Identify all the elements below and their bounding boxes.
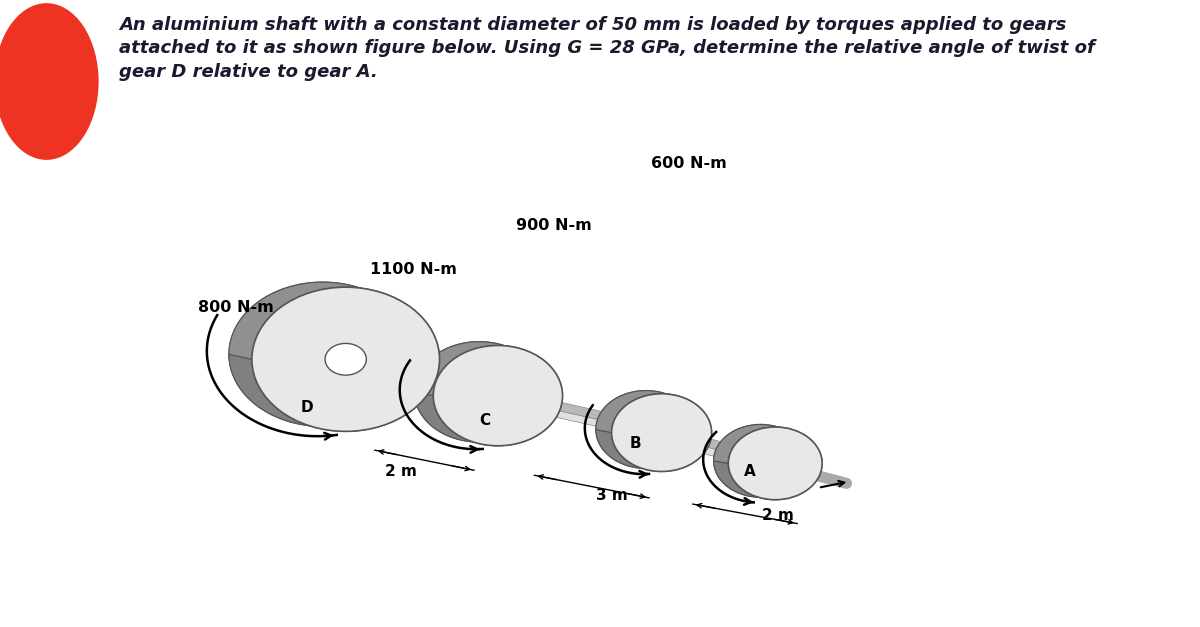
Ellipse shape <box>433 345 563 446</box>
Polygon shape <box>596 391 712 433</box>
Text: A: A <box>744 464 756 479</box>
Polygon shape <box>323 347 484 393</box>
Polygon shape <box>714 461 822 500</box>
Text: 2 m: 2 m <box>385 464 416 479</box>
Text: 1100 N-m: 1100 N-m <box>370 262 456 277</box>
Ellipse shape <box>596 391 696 468</box>
Ellipse shape <box>229 282 416 426</box>
Polygon shape <box>761 449 821 467</box>
Polygon shape <box>271 355 326 371</box>
Polygon shape <box>475 393 646 436</box>
Polygon shape <box>596 429 712 472</box>
Ellipse shape <box>325 344 366 375</box>
Text: 800 N-m: 800 N-m <box>198 300 274 315</box>
Text: 600 N-m: 600 N-m <box>652 155 727 171</box>
Ellipse shape <box>252 287 439 431</box>
Ellipse shape <box>728 427 822 500</box>
Polygon shape <box>641 430 760 468</box>
Polygon shape <box>229 354 439 431</box>
Polygon shape <box>318 355 479 399</box>
Ellipse shape <box>714 424 808 497</box>
Text: 2 m: 2 m <box>762 508 794 523</box>
Ellipse shape <box>414 342 544 442</box>
Polygon shape <box>714 424 822 463</box>
Text: C: C <box>479 413 490 428</box>
Polygon shape <box>414 342 563 396</box>
Polygon shape <box>268 348 323 365</box>
Text: B: B <box>630 436 641 451</box>
Polygon shape <box>229 282 439 359</box>
Polygon shape <box>646 423 766 461</box>
Ellipse shape <box>0 3 98 160</box>
Polygon shape <box>414 392 563 446</box>
Polygon shape <box>479 385 650 430</box>
Text: 900 N-m: 900 N-m <box>516 218 592 233</box>
Text: An aluminium shaft with a constant diameter of 50 mm is loaded by torques applie: An aluminium shaft with a constant diame… <box>120 16 1096 81</box>
Text: D: D <box>301 400 313 415</box>
Ellipse shape <box>612 394 712 472</box>
Polygon shape <box>757 443 817 460</box>
Text: 3 m: 3 m <box>595 488 628 503</box>
